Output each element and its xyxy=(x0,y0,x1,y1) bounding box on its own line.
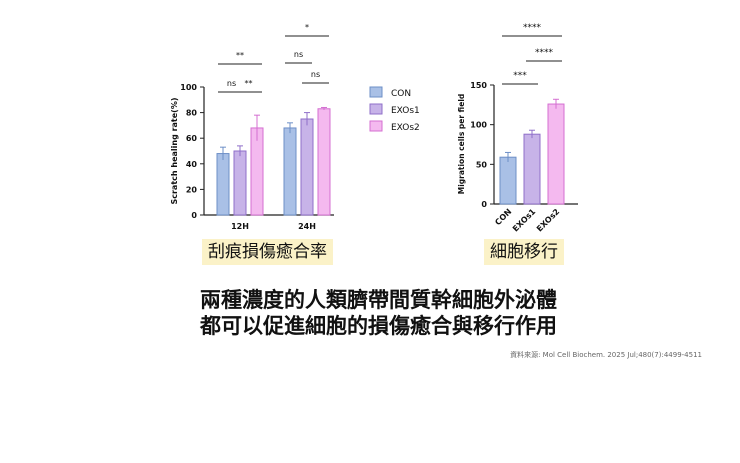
significance-label: **** xyxy=(523,23,542,33)
legend-label-exos1: EXOs1 xyxy=(391,106,420,116)
legend-swatch-exos1 xyxy=(369,103,383,115)
x-tick-label: CON xyxy=(493,207,513,227)
y-tick-label: 40 xyxy=(186,160,198,169)
significance-label: ** xyxy=(245,79,253,88)
bar-exos2-12h xyxy=(250,127,264,216)
y-tick-label: 20 xyxy=(186,185,198,194)
bar-exos1-12h xyxy=(233,150,247,216)
bar-exos2 xyxy=(547,103,565,205)
bar-exos1-24h xyxy=(300,118,314,216)
x-tick-label: EXOs2 xyxy=(535,207,562,234)
bar-con-24h xyxy=(283,127,297,216)
y-axis-title: Scratch healing rate(%) xyxy=(170,97,179,204)
scratch-caption: 刮痕損傷癒合率 xyxy=(202,239,333,265)
legend-swatch-con xyxy=(369,86,383,98)
legend-swatch-exos2 xyxy=(369,120,383,132)
y-tick-label: 150 xyxy=(470,81,487,90)
y-tick-label: 50 xyxy=(476,160,488,169)
source-citation: 資料來源: Mol Cell Biochem. 2025 Jul;480(7):… xyxy=(510,351,702,359)
significance-label: * xyxy=(305,23,309,32)
y-tick-label: 100 xyxy=(180,83,197,92)
significance-label: ** xyxy=(236,51,244,60)
legend-label-exos2: EXOs2 xyxy=(391,123,420,133)
significance-label: *** xyxy=(513,71,527,81)
y-tick-label: 60 xyxy=(186,134,198,143)
x-tick-label: 12H xyxy=(231,222,249,231)
bar-exos1 xyxy=(523,133,541,205)
x-tick-label: 24H xyxy=(298,222,316,231)
y-tick-label: 0 xyxy=(191,211,197,220)
legend-label-con: CON xyxy=(391,89,411,99)
headline: 兩種濃度的人類臍帶間質幹細胞外泌體 都可以促進細胞的損傷癒合與移行作用 xyxy=(200,287,557,339)
bar-con-12h xyxy=(216,153,230,216)
significance-label: ns xyxy=(311,70,320,79)
y-tick-label: 100 xyxy=(470,121,487,130)
migration-caption: 細胞移行 xyxy=(484,239,564,265)
bar-con xyxy=(499,156,517,205)
significance-label: ns xyxy=(294,50,303,59)
bar-exos2-24h xyxy=(317,108,331,216)
significance-label: **** xyxy=(535,48,554,58)
headline-line-2: 都可以促進細胞的損傷癒合與移行作用 xyxy=(200,314,557,338)
x-tick-label: EXOs1 xyxy=(511,207,538,234)
y-axis-title: Migration cells per field xyxy=(457,94,466,195)
y-tick-label: 0 xyxy=(481,200,487,209)
significance-label: ns xyxy=(227,79,236,88)
headline-line-1: 兩種濃度的人類臍帶間質幹細胞外泌體 xyxy=(200,288,557,312)
y-tick-label: 80 xyxy=(186,109,198,118)
